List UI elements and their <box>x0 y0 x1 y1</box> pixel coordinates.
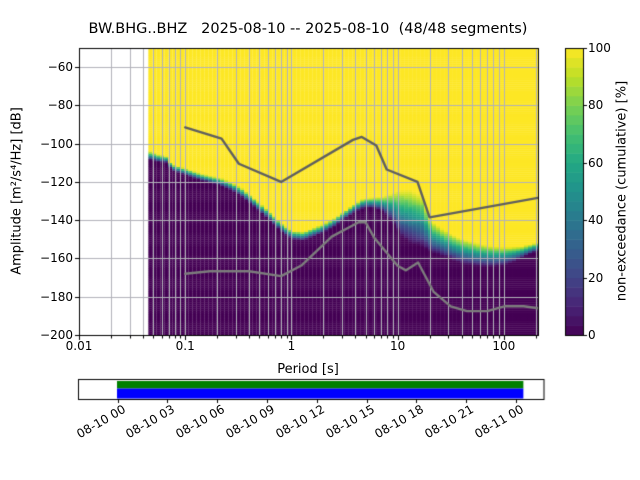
colorbar-tick-label: 20 <box>588 270 604 285</box>
colorbar-tick-label: 40 <box>588 213 604 228</box>
y-tick-label: −160 <box>40 251 73 266</box>
y-tick-label: −120 <box>40 174 73 189</box>
y-tick-label: −180 <box>40 289 73 304</box>
colorbar-tick-label: 0 <box>588 328 596 342</box>
y-axis-label: Amplitude [m²/s⁴/Hz] [dB] <box>9 107 25 275</box>
colorbar-tick-label: 60 <box>588 155 604 170</box>
x-tick-label: 1 <box>287 339 296 353</box>
colorbar-tick-label: 100 <box>588 41 611 55</box>
x-tick-label: 0.1 <box>175 339 195 353</box>
x-axis-label: Period [s] <box>277 362 339 377</box>
y-tick-label: −80 <box>47 98 73 113</box>
y-tick-label: −200 <box>40 328 73 342</box>
y-tick-label: −60 <box>47 60 73 75</box>
colorbar-tick-label: 80 <box>588 98 604 113</box>
colorbar-label: non-exceedance (cumulative) [%] <box>614 80 630 302</box>
x-tick-label: 10 <box>389 339 406 353</box>
y-tick-label: −100 <box>40 136 73 151</box>
x-tick-label: 100 <box>492 339 516 353</box>
x-tick-label: 0.01 <box>65 339 93 353</box>
y-tick-label: −140 <box>40 213 73 228</box>
plot-title: BW.BHG..BHZ 2025-08-10 -- 2025-08-10 (48… <box>88 21 528 37</box>
